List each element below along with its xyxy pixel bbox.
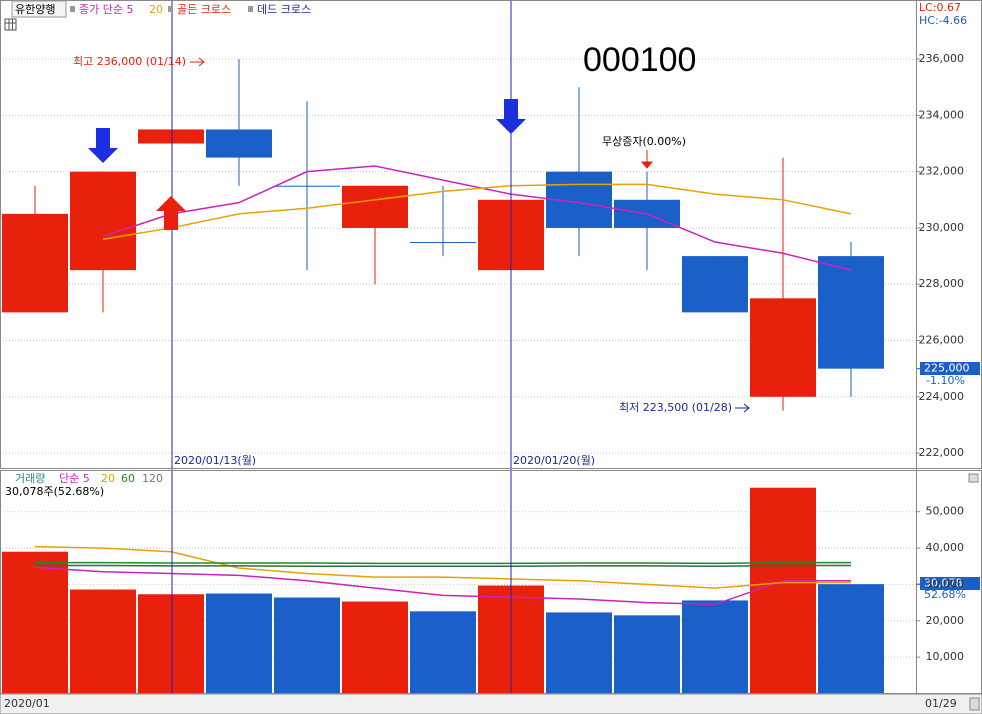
low-arrow <box>735 403 750 413</box>
x-start-label: 2020/01 <box>4 697 50 710</box>
legend-entry: 단순 5 <box>59 472 90 485</box>
price-change: -1.10% <box>926 374 965 387</box>
plot-layer <box>0 0 920 694</box>
table-icon[interactable] <box>4 18 17 31</box>
legend-entry: 60 <box>121 472 135 485</box>
candle-body <box>70 171 136 271</box>
candle-body <box>818 256 884 369</box>
legend-entry: 120 <box>142 472 163 485</box>
candle-body <box>342 185 408 228</box>
high-note: 최고 236,000 (01/14) <box>73 55 186 68</box>
y-tick-label: 224,000 <box>919 390 965 403</box>
stock-name: 유한양행 <box>15 3 55 16</box>
y-tick-label: 226,000 <box>919 334 965 347</box>
y-tick-label: 228,000 <box>919 277 965 290</box>
low-note: 최저 223,500 (01/28) <box>619 401 732 414</box>
candle-body <box>750 298 816 397</box>
volume-bar <box>2 551 68 694</box>
legend-entry: 골든 크로스 <box>177 3 231 16</box>
ma-line <box>34 566 851 606</box>
panel-button[interactable] <box>968 473 979 483</box>
golden-cross-arrow <box>156 196 186 230</box>
last-volume: 30,078 <box>924 577 963 590</box>
scroll-button[interactable] <box>969 697 980 711</box>
volume-title: 거래량 <box>15 472 45 485</box>
event-note: 무상증자(0.00%) <box>602 135 686 148</box>
dead-cross-arrow <box>496 99 526 134</box>
event-arrow <box>640 150 654 169</box>
legend-entry: 종가 단순 5 <box>79 3 133 16</box>
volume-bar <box>274 597 340 694</box>
y-tick-label: 222,000 <box>919 446 965 459</box>
chart-title: 000100 <box>583 41 696 79</box>
y-tick-label: 10,000 <box>926 650 965 663</box>
y-tick-label: 234,000 <box>919 108 965 121</box>
volume-bar <box>138 594 204 694</box>
volume-bar <box>614 615 680 694</box>
y-tick-label: 50,000 <box>926 505 965 518</box>
volume-ratio: 52.68% <box>924 588 966 601</box>
ma-line <box>102 165 852 271</box>
volume-bar <box>342 601 408 694</box>
legend-marker <box>248 6 253 12</box>
candle-body <box>2 213 68 313</box>
last-volume-box <box>920 577 980 590</box>
candle-body <box>682 256 748 313</box>
dead-cross-arrow <box>88 128 118 163</box>
legend-entry: 20 <box>149 3 163 16</box>
legend-marker <box>70 6 75 12</box>
ma-line <box>102 183 852 240</box>
y-tick-label: 232,000 <box>919 165 965 178</box>
high-arrow <box>190 57 205 67</box>
ma-line <box>35 564 851 568</box>
candle-body <box>274 185 340 187</box>
candle-body <box>410 242 476 244</box>
date-label: 2020/01/20(월) <box>513 454 595 467</box>
volume-bar <box>750 487 816 694</box>
volume-bar <box>818 584 884 694</box>
volume-bar <box>546 612 612 694</box>
legend-entry: 데드 크로스 <box>257 3 311 16</box>
y-tick-label: 230,000 <box>919 221 965 234</box>
volume-bar <box>682 600 748 694</box>
hc-value: HC:-4.66 <box>919 14 967 27</box>
date-label: 2020/01/13(월) <box>174 454 256 467</box>
volume-bar <box>70 589 136 694</box>
volume-info: 30,078주(52.68%) <box>5 485 104 498</box>
y-tick-label: 236,000 <box>919 52 965 65</box>
ma-line <box>34 545 851 589</box>
volume-bar <box>410 611 476 694</box>
last-price: 225,000 <box>924 362 970 375</box>
y-tick-label: 30,000 <box>926 577 965 590</box>
time-axis-bar <box>0 693 982 714</box>
legend-entry: 20 <box>101 472 115 485</box>
y-tick-label: 40,000 <box>926 541 965 554</box>
candle-body <box>206 129 272 158</box>
last-price-box <box>920 362 980 375</box>
ma-line <box>35 561 851 565</box>
y-tick-label: 20,000 <box>926 614 965 627</box>
x-end-label: 01/29 <box>925 697 957 710</box>
lc-value: LC:0.67 <box>919 1 961 14</box>
volume-bar <box>206 593 272 694</box>
stock-name-box[interactable] <box>11 0 67 18</box>
candle-body <box>138 129 204 144</box>
legend-marker <box>168 6 173 12</box>
